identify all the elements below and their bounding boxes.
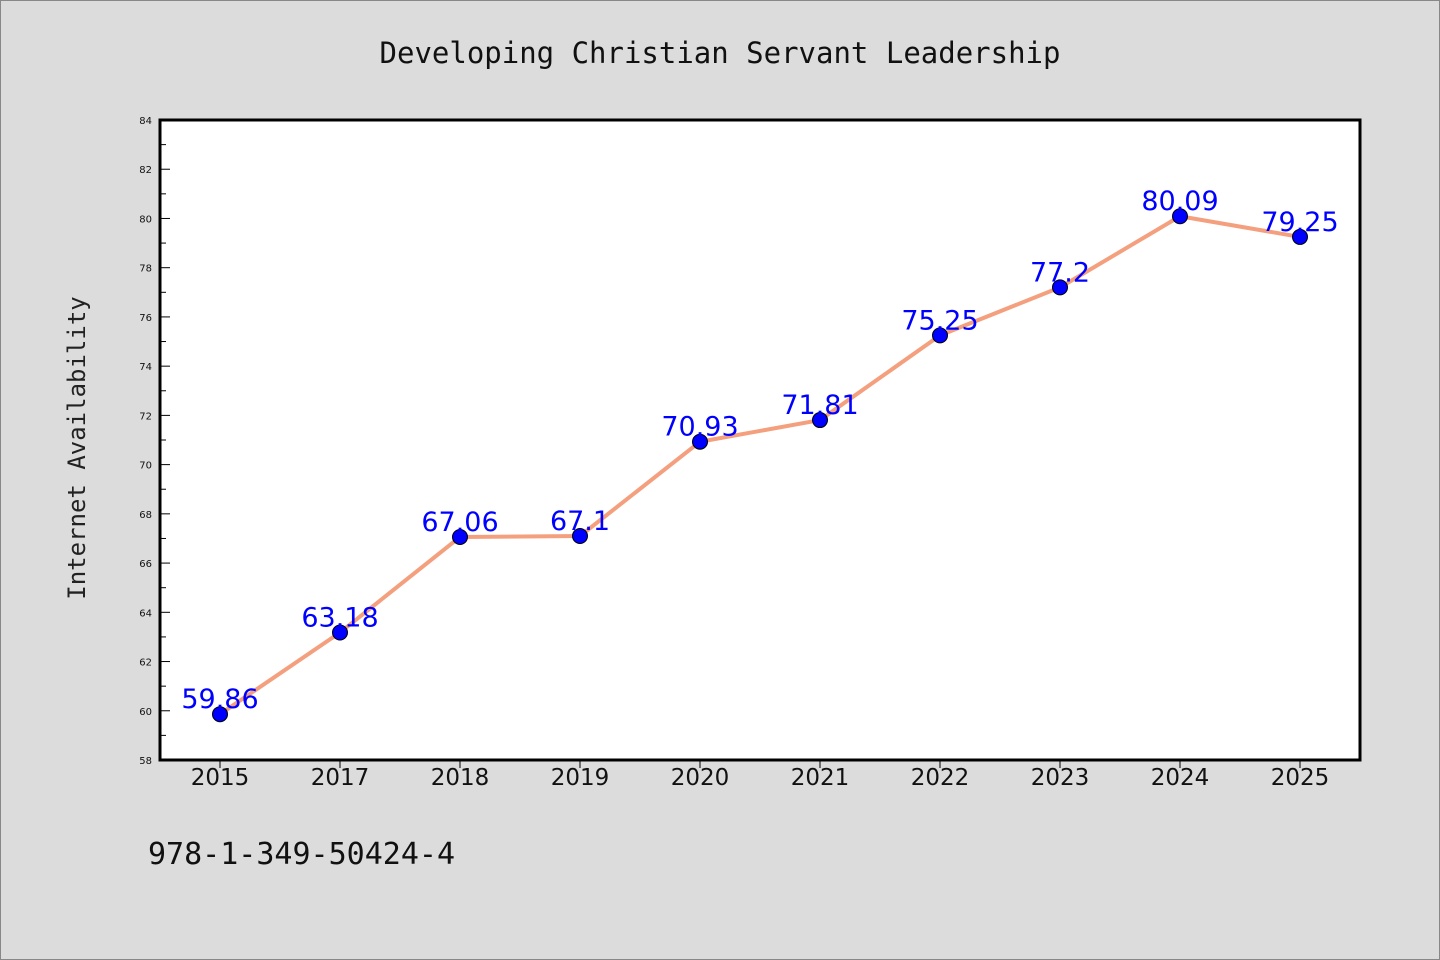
data-label: 67.06 bbox=[421, 507, 498, 538]
y-tick-label: 76 bbox=[139, 313, 152, 324]
data-point bbox=[1292, 228, 1308, 245]
data-label: 77.2 bbox=[1030, 257, 1090, 288]
data-point bbox=[1052, 279, 1068, 296]
y-axis-label: Internet Availability bbox=[63, 296, 91, 599]
y-tick-label: 72 bbox=[139, 411, 152, 422]
x-tick-label: 2021 bbox=[791, 765, 850, 791]
y-tick-label: 80 bbox=[139, 214, 152, 225]
data-point bbox=[1172, 208, 1188, 225]
data-label: 67.1 bbox=[550, 506, 610, 537]
data-labels: 59.86 63.18 67.06 67.1 70.93 71.81 75.25 77.2 80… bbox=[181, 186, 1338, 715]
x-tick-label: 2015 bbox=[191, 765, 250, 791]
data-point bbox=[332, 624, 348, 641]
data-point bbox=[932, 327, 948, 344]
data-point bbox=[692, 433, 708, 450]
y-axis: 58 60 62 64 66 68 70 72 74 76 78 80 82 84 bbox=[139, 116, 170, 767]
footer-isbn: 978-1-349-50424-4 bbox=[148, 837, 455, 872]
y-tick-label: 78 bbox=[139, 264, 152, 275]
data-point bbox=[212, 706, 228, 723]
y-tick-label: 84 bbox=[139, 116, 152, 127]
series-1 bbox=[212, 208, 1308, 723]
y-tick-label: 82 bbox=[139, 165, 152, 176]
x-tick-label: 2017 bbox=[311, 765, 370, 791]
data-point bbox=[812, 412, 828, 429]
y-tick-label: 68 bbox=[139, 510, 152, 521]
x-tick-label: 2022 bbox=[911, 765, 970, 791]
x-tick-label: 2019 bbox=[551, 765, 610, 791]
data-label: 80.09 bbox=[1141, 186, 1218, 217]
data-label: 79.25 bbox=[1261, 207, 1338, 238]
y-tick-label: 66 bbox=[139, 559, 152, 570]
series-line bbox=[218, 214, 1301, 716]
y-tick-label: 60 bbox=[139, 707, 152, 718]
x-tick-label: 2023 bbox=[1031, 765, 1090, 791]
data-label: 59.86 bbox=[181, 684, 258, 715]
x-tick-label: 2025 bbox=[1271, 765, 1330, 791]
y-tick-label: 58 bbox=[139, 756, 152, 767]
y-tick-label: 62 bbox=[139, 658, 152, 669]
x-tick-label: 2020 bbox=[671, 765, 730, 791]
x-tick-label: 2024 bbox=[1151, 765, 1210, 791]
data-point bbox=[572, 528, 588, 544]
data-label: 63.18 bbox=[301, 602, 378, 633]
y-tick-label: 70 bbox=[139, 461, 152, 472]
data-label: 70.93 bbox=[661, 412, 738, 443]
y-tick-label: 74 bbox=[139, 362, 152, 373]
data-label: 71.81 bbox=[781, 390, 858, 421]
x-tick-label: 2018 bbox=[431, 765, 490, 791]
data-label: 75.25 bbox=[901, 305, 978, 336]
y-tick-label: 64 bbox=[139, 608, 152, 619]
data-point bbox=[452, 528, 468, 545]
x-axis: 2015 2017 2018 2019 2020 2021 2022 2023 2024 2025 bbox=[191, 760, 1330, 791]
chart-title: Developing Christian Servant Leadership bbox=[380, 36, 1061, 70]
